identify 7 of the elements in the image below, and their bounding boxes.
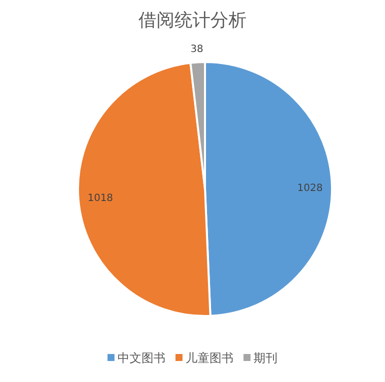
legend-label: 期刊 bbox=[254, 351, 278, 365]
data-label: 38 bbox=[190, 44, 204, 56]
data-label: 1018 bbox=[88, 193, 114, 204]
data-label: 1028 bbox=[297, 182, 323, 194]
legend-label: 中文图书 bbox=[118, 351, 166, 365]
legend-label: 儿童图书 bbox=[186, 351, 234, 365]
chart-title: 借阅统计分析 bbox=[138, 10, 246, 31]
